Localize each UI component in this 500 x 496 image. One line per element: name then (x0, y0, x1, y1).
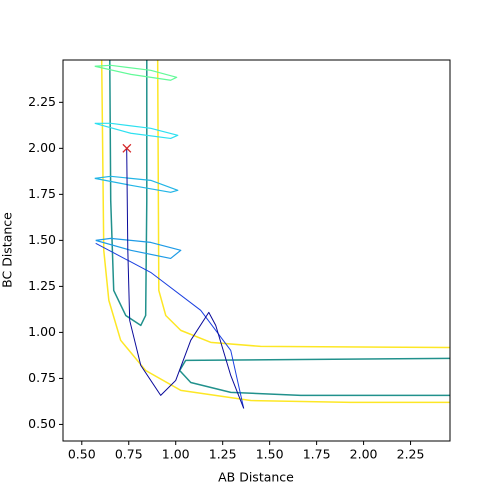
line (94, 122, 179, 140)
axes-frame (62, 59, 451, 442)
y-tick-label: 0.75 (28, 370, 56, 385)
plot-area (94, 60, 450, 409)
line (100, 60, 450, 404)
line (109, 60, 148, 327)
x-axis-label: AB Distance (218, 470, 294, 485)
x-tick-label: 0.50 (68, 447, 96, 462)
y-tick-label: 2.25 (28, 94, 56, 109)
line (156, 60, 450, 349)
line (95, 242, 245, 409)
start-marker (122, 143, 132, 153)
y-tick-label: 0.50 (28, 416, 56, 431)
line (94, 64, 178, 81)
x-tick-label: 1.75 (303, 447, 331, 462)
x-tick-label: 0.75 (115, 447, 143, 462)
y-tick-label: 1.00 (28, 324, 56, 339)
x-tick-label: 2.00 (350, 447, 378, 462)
line (126, 148, 245, 409)
y-tick-label: 1.25 (28, 278, 56, 293)
line (94, 175, 179, 193)
x-tick-label: 1.25 (209, 447, 237, 462)
y-tick-label: 2.00 (28, 140, 56, 155)
x-tick-label: 1.00 (162, 447, 190, 462)
x-tick-label: 2.25 (397, 447, 425, 462)
line (95, 237, 182, 260)
x-tick-label: 1.50 (256, 447, 284, 462)
y-tick-label: 1.75 (28, 186, 56, 201)
y-tick-label: 1.50 (28, 232, 56, 247)
line (178, 357, 450, 397)
y-axis-label: BC Distance (0, 212, 15, 288)
